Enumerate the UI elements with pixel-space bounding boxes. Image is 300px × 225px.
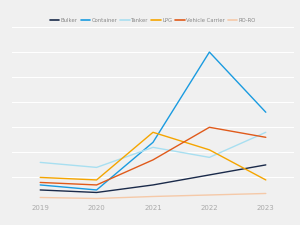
RO-RO	[208, 194, 211, 196]
Container	[95, 189, 98, 191]
Tanker	[38, 161, 42, 164]
LPG	[208, 148, 211, 151]
Vehicle Carrier	[264, 136, 268, 139]
Line: Tanker: Tanker	[40, 132, 266, 167]
Container	[151, 141, 155, 144]
LPG	[95, 179, 98, 181]
LPG	[151, 131, 155, 134]
Line: Vehicle Carrier: Vehicle Carrier	[40, 127, 266, 185]
Vehicle Carrier	[151, 159, 155, 161]
Vehicle Carrier	[38, 181, 42, 184]
LPG	[264, 179, 268, 181]
Line: Bulker: Bulker	[40, 165, 266, 192]
Line: RO-RO: RO-RO	[40, 194, 266, 198]
Tanker	[208, 156, 211, 159]
RO-RO	[38, 196, 42, 199]
LPG	[38, 176, 42, 179]
Line: Container: Container	[40, 52, 266, 190]
Container	[38, 184, 42, 186]
Tanker	[151, 146, 155, 149]
Container	[264, 111, 268, 114]
Line: LPG: LPG	[40, 132, 266, 180]
Tanker	[95, 166, 98, 169]
Legend: Bulker, Container, Tanker, LPG, Vehicle Carrier, RO-RO: Bulker, Container, Tanker, LPG, Vehicle …	[50, 18, 256, 22]
Tanker	[264, 131, 268, 134]
Container	[208, 51, 211, 53]
Bulker	[38, 189, 42, 191]
Bulker	[95, 191, 98, 194]
Bulker	[264, 164, 268, 166]
Bulker	[208, 173, 211, 176]
RO-RO	[95, 197, 98, 200]
Vehicle Carrier	[95, 184, 98, 186]
RO-RO	[151, 195, 155, 198]
Vehicle Carrier	[208, 126, 211, 129]
RO-RO	[264, 192, 268, 195]
Bulker	[151, 184, 155, 186]
